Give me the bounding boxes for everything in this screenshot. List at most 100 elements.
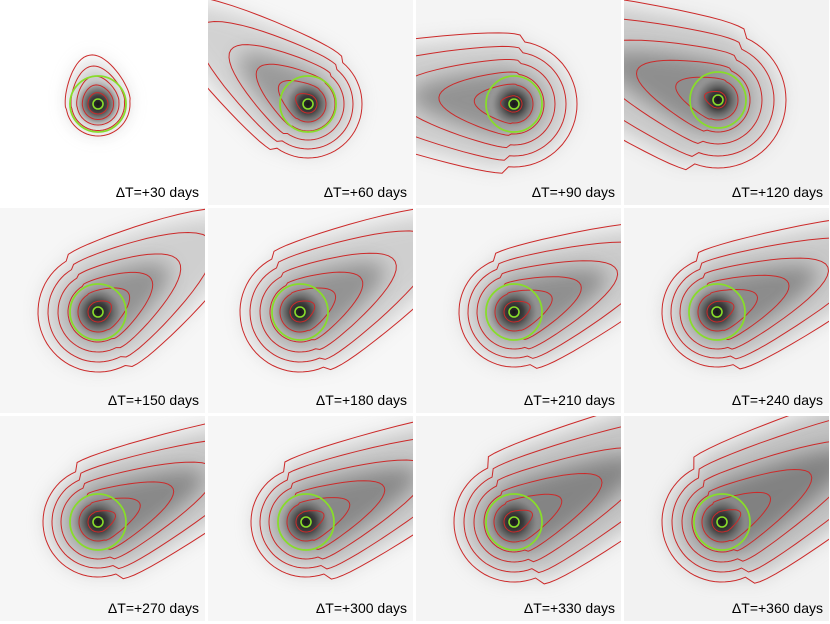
- isophote-contour: [87, 300, 113, 323]
- isophote-contour: [661, 416, 829, 584]
- inner-aperture-circle: [711, 306, 723, 318]
- time-label: ΔT=+360 days: [731, 600, 823, 616]
- panel-90-days: ΔT=+90 days: [416, 0, 621, 205]
- inner-aperture-circle: [508, 516, 520, 528]
- panel-180-days: ΔT=+180 days: [208, 208, 413, 413]
- isophote-contour: [77, 287, 131, 333]
- nucleus-glow: [70, 494, 126, 550]
- isophote-contour: [269, 271, 364, 343]
- isophote-contour: [473, 83, 534, 125]
- inner-aperture-circle: [302, 98, 314, 110]
- isophote-contour: [87, 510, 117, 533]
- outer-aperture-circle: [69, 283, 127, 341]
- isophote-contour: [624, 18, 775, 157]
- coma-image: [416, 208, 621, 413]
- coma-image: [208, 0, 413, 205]
- nucleus-glow: [689, 284, 745, 340]
- isophote-contour: [704, 91, 727, 109]
- isophote-contour: [463, 426, 621, 574]
- isophote-contour: [268, 459, 413, 560]
- panel-270-days: ΔT=+270 days: [0, 416, 205, 621]
- coma-image: [0, 416, 205, 621]
- isophote-contour: [493, 493, 563, 543]
- inner-aperture-circle: [712, 94, 724, 106]
- isophote-contour: [60, 461, 205, 560]
- isophote-contour: [51, 440, 205, 570]
- panel-30-days: ΔT=+30 days: [0, 0, 205, 205]
- isophote-contour: [503, 300, 531, 323]
- time-label: ΔT=+330 days: [523, 600, 615, 616]
- outer-aperture-circle: [69, 75, 127, 133]
- inner-aperture-circle: [508, 98, 520, 110]
- isophote-contour: [697, 288, 759, 332]
- isophote-contour: [691, 468, 813, 553]
- isophote-contour: [87, 92, 109, 115]
- isophote-contour: [681, 441, 829, 563]
- coma-image: [416, 0, 621, 205]
- isophote-contour: [679, 257, 829, 350]
- isophote-contour: [661, 220, 829, 370]
- isophote-contour: [476, 260, 619, 350]
- isophote-contour: [47, 231, 205, 363]
- panel-60-days: ΔT=+60 days: [208, 0, 413, 205]
- outer-aperture-circle: [279, 75, 337, 133]
- time-label: ΔT=+270 days: [107, 600, 199, 616]
- isophote-contour: [208, 0, 363, 159]
- isophote-contour: [416, 45, 567, 161]
- isophote-contour: [416, 32, 578, 174]
- isophote-contour: [81, 84, 115, 121]
- isophote-contour: [706, 300, 735, 323]
- panel-330-days: ΔT=+330 days: [416, 416, 621, 621]
- coma-image: [624, 0, 829, 205]
- outer-aperture-circle: [485, 75, 543, 133]
- isophote-contour: [250, 421, 413, 580]
- coma-image: [624, 416, 829, 621]
- inner-aperture-circle: [716, 516, 728, 528]
- isophote-contour: [239, 208, 413, 373]
- isophote-contour: [277, 80, 327, 123]
- isophote-contour: [255, 63, 336, 132]
- panel-240-days: ΔT=+240 days: [624, 208, 829, 413]
- outer-aperture-circle: [271, 283, 329, 341]
- isophote-contour: [453, 416, 621, 585]
- inner-aperture-circle: [92, 516, 104, 528]
- isophote-contour: [76, 75, 120, 126]
- isophote-contour: [701, 491, 772, 543]
- inner-aperture-circle: [92, 98, 104, 110]
- outer-aperture-circle: [69, 493, 127, 551]
- isophote-contour: [259, 438, 413, 570]
- outer-aperture-circle: [485, 283, 543, 341]
- nucleus-glow: [278, 494, 334, 550]
- panel-360-days: ΔT=+360 days: [624, 416, 829, 621]
- time-label: ΔT=+180 days: [315, 392, 407, 408]
- outer-aperture-circle: [485, 493, 543, 551]
- panel-120-days: ΔT=+120 days: [624, 0, 829, 205]
- coma-image: [0, 0, 205, 205]
- coma-image: [624, 208, 829, 413]
- coma-image: [208, 208, 413, 413]
- isophote-contour: [42, 423, 205, 580]
- isophote-contour: [711, 509, 742, 533]
- coma-image: [0, 208, 205, 413]
- isophote-contour: [671, 420, 829, 573]
- nucleus-glow: [486, 284, 542, 340]
- time-label: ΔT=+300 days: [315, 600, 407, 616]
- time-label: ΔT=+30 days: [115, 184, 199, 200]
- isophote-contour: [67, 271, 154, 343]
- time-label: ΔT=+150 days: [107, 392, 199, 408]
- inner-aperture-circle: [300, 516, 312, 528]
- isophote-contour: [438, 71, 545, 136]
- isophote-contour: [249, 230, 413, 363]
- isophote-contour: [295, 93, 318, 114]
- time-label: ΔT=+120 days: [731, 184, 823, 200]
- isophote-contour: [494, 289, 553, 332]
- time-label: ΔT=+240 days: [731, 392, 823, 408]
- isophote-contour: [624, 39, 763, 145]
- isophote-contour: [37, 208, 205, 373]
- isophote-contour: [467, 241, 621, 359]
- isophote-contour: [473, 447, 621, 563]
- isophote-contour: [635, 59, 751, 133]
- isophote-contour: [259, 252, 397, 353]
- coma-image: [208, 416, 413, 621]
- inner-aperture-circle: [294, 306, 306, 318]
